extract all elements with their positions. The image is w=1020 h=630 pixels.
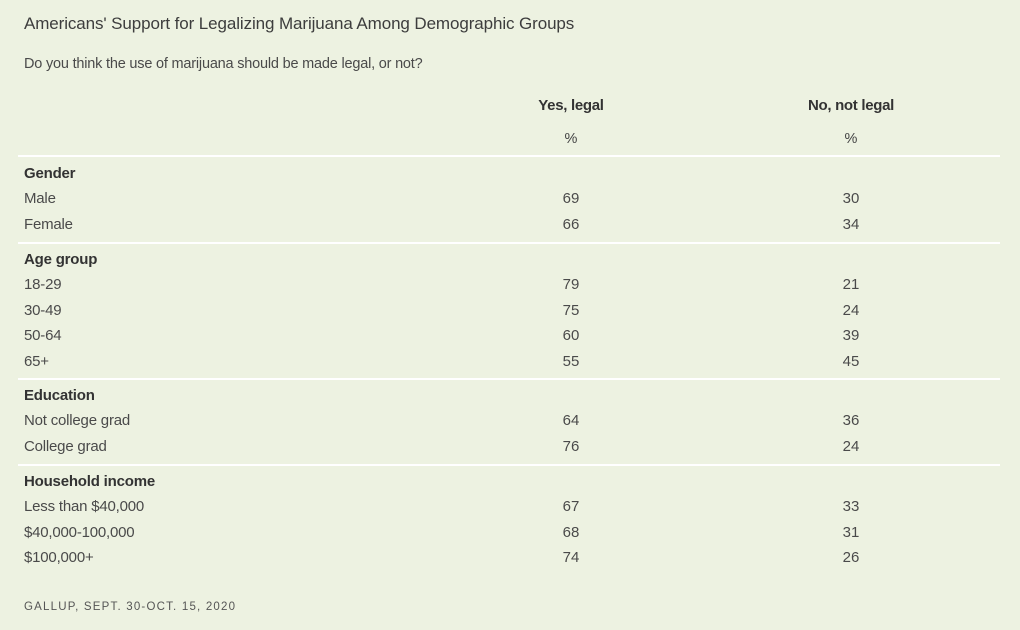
group-label: Household income	[24, 473, 155, 490]
column-header: Yes, legal	[538, 97, 604, 114]
yes-legal-value: 67	[562, 498, 580, 515]
not-legal-value: 30	[842, 190, 860, 207]
row-label: Not college grad	[24, 412, 131, 429]
row-label: 30-49	[24, 301, 62, 319]
yes-legal-value: 66	[562, 215, 580, 233]
yes-legal-value: 76	[562, 437, 580, 455]
source-note: GALLUP, SEPT. 30-OCT. 15, 2020	[24, 601, 237, 613]
yes-legal-value: 79	[562, 276, 580, 293]
yes-legal-value: 69	[562, 190, 580, 207]
column-unit: %	[564, 131, 578, 147]
column-unit: %	[844, 131, 858, 147]
row-label: 18-29	[24, 276, 62, 293]
not-legal-value: 33	[842, 498, 860, 515]
not-legal-value: 31	[842, 523, 860, 541]
row-label: College grad	[24, 437, 107, 455]
group-divider	[18, 464, 1000, 466]
group-divider	[18, 155, 1000, 157]
group-label: Age group	[24, 251, 98, 268]
not-legal-value: 39	[842, 327, 860, 344]
row-label: Male	[24, 190, 56, 207]
column-header: No, not legal	[807, 97, 895, 114]
group-divider	[18, 242, 1000, 244]
yes-legal-value: 74	[562, 549, 580, 566]
group-label: Gender	[24, 165, 76, 182]
group-divider	[18, 378, 1000, 380]
not-legal-value: 45	[842, 352, 860, 370]
yes-legal-value: 64	[562, 412, 580, 429]
chart-subtitle: Do you think the use of marijuana should…	[24, 56, 423, 72]
row-label: $40,000-100,000	[24, 523, 135, 541]
row-label: 65+	[24, 352, 49, 370]
row-label: Female	[24, 215, 73, 233]
not-legal-value: 24	[842, 301, 860, 319]
yes-legal-value: 75	[562, 301, 580, 319]
row-label: Less than $40,000	[24, 498, 145, 515]
not-legal-value: 21	[842, 276, 860, 293]
chart-title: Americans' Support for Legalizing Mariju…	[24, 14, 575, 33]
yes-legal-value: 68	[562, 523, 580, 541]
not-legal-value: 24	[842, 437, 860, 455]
row-label: 50-64	[24, 327, 62, 344]
not-legal-value: 34	[842, 215, 860, 233]
yes-legal-value: 55	[562, 352, 580, 370]
row-label: $100,000+	[24, 549, 94, 566]
not-legal-value: 36	[842, 412, 860, 429]
group-label: Education	[24, 387, 95, 404]
yes-legal-value: 60	[562, 327, 580, 344]
not-legal-value: 26	[842, 549, 860, 566]
